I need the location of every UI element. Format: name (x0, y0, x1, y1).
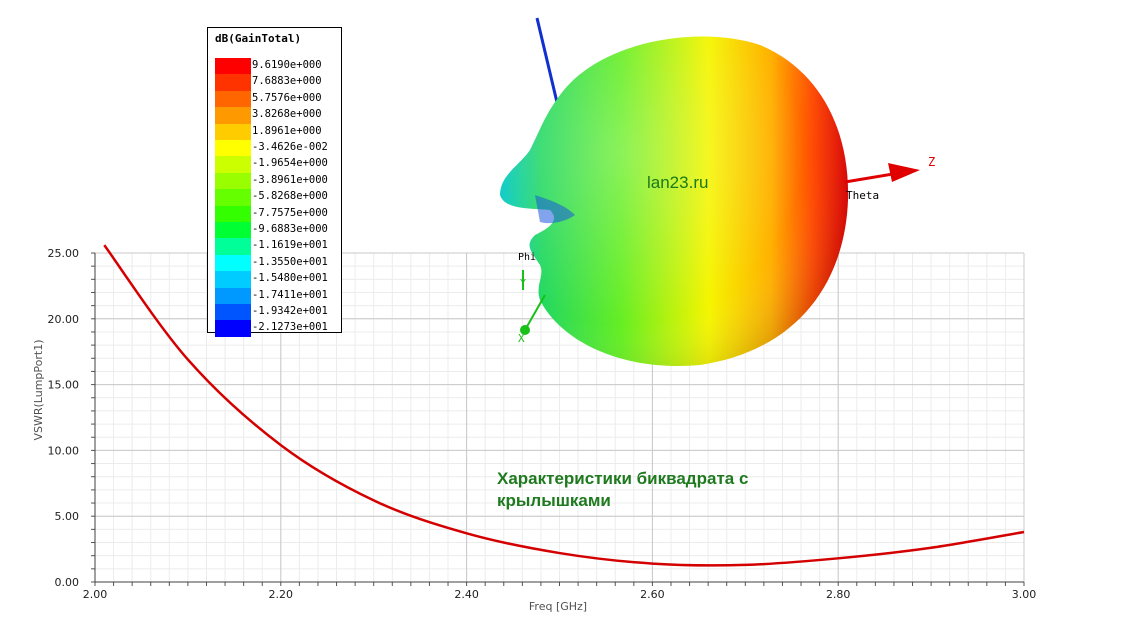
legend-swatch (215, 222, 251, 239)
x-axis-label-3d: X (518, 332, 525, 345)
legend-label: -1.5480e+001 (252, 272, 328, 285)
legend-label: -1.3550e+001 (252, 255, 328, 268)
x-tick-label: 2.00 (83, 588, 108, 601)
y-tick-label: 0.00 (55, 576, 80, 589)
y-tick-label: 10.00 (48, 444, 80, 457)
legend-swatch (215, 287, 251, 304)
radiation-pattern-3d (500, 17, 920, 366)
watermark-text: lan23.ru (647, 173, 709, 192)
y-tick-label: 25.00 (48, 247, 80, 260)
legend-swatch (215, 58, 251, 75)
legend-swatch (215, 156, 251, 173)
x-axis-arrow (524, 294, 546, 331)
legend-swatch (215, 74, 251, 91)
legend-title: dB(GainTotal) (215, 32, 302, 45)
legend-label: -3.4626e-002 (252, 141, 328, 153)
x-tick-label: 2.60 (640, 588, 665, 601)
x-tick-label: 3.00 (1012, 588, 1037, 601)
legend-label: 1.8961e+000 (252, 124, 322, 137)
y-tick-label: 20.00 (48, 313, 80, 326)
legend-label: 9.6190e+000 (252, 59, 322, 71)
legend-label: -1.9654e+000 (252, 157, 328, 170)
x-tick-label: 2.80 (826, 588, 851, 601)
z-axis-label: Z (928, 155, 936, 169)
legend-swatch (215, 238, 251, 255)
x-axis-label: Freq [GHz] (529, 600, 587, 613)
vswr-series-line (103, 244, 1025, 567)
legend-label: -1.7411e+001 (252, 288, 328, 301)
x-tick-label: 2.40 (454, 588, 479, 601)
legend-label: -9.6883e+000 (252, 223, 328, 235)
chart-axes: 2.00 2.20 2.40 2.60 2.80 3.00 0.00 5.00 10.00 15.… (48, 247, 1037, 601)
legend-swatch (215, 140, 251, 157)
legend-label: -1.1619e+001 (252, 239, 328, 252)
legend-swatch (215, 304, 251, 321)
legend-label: -2.1273e+001 (252, 321, 328, 334)
gain-legend: dB(GainTotal) 9.6190e+000 7.6883e+000 5.75… (207, 27, 342, 337)
legend-label: 3.8268e+000 (252, 108, 322, 121)
legend-swatch (215, 271, 251, 288)
y-tick-label: 15.00 (48, 379, 80, 392)
legend-label: -3.8961e+000 (252, 173, 328, 186)
legend-label: 5.7576e+000 (252, 91, 322, 104)
phi-axis-label: Phi (518, 252, 537, 263)
legend-label: -1.9342e+001 (252, 305, 328, 317)
y-axis-label: VSWR(LumpPort1) (32, 339, 45, 440)
legend-swatch (215, 90, 251, 108)
legend-swatch (215, 254, 251, 272)
y-tick-label: 5.00 (55, 510, 80, 523)
y-axis-label-3d: Y (520, 278, 527, 289)
chart-caption: Характеристики биквадрата с крылышками (497, 469, 749, 510)
legend-swatch (215, 189, 251, 206)
legend-label: -7.7575e+000 (252, 206, 328, 219)
legend-swatch (215, 123, 251, 140)
legend-label: 7.6883e+000 (252, 75, 322, 88)
x-tick-label: 2.20 (269, 588, 294, 601)
legend-swatch (215, 107, 251, 124)
z-axis-blue (535, 17, 562, 116)
legend-swatch (215, 205, 251, 222)
legend-swatch (215, 172, 251, 190)
legend-label: -5.8268e+000 (252, 190, 328, 203)
legend-swatch (215, 320, 251, 337)
theta-axis-label: Theta (846, 189, 880, 202)
